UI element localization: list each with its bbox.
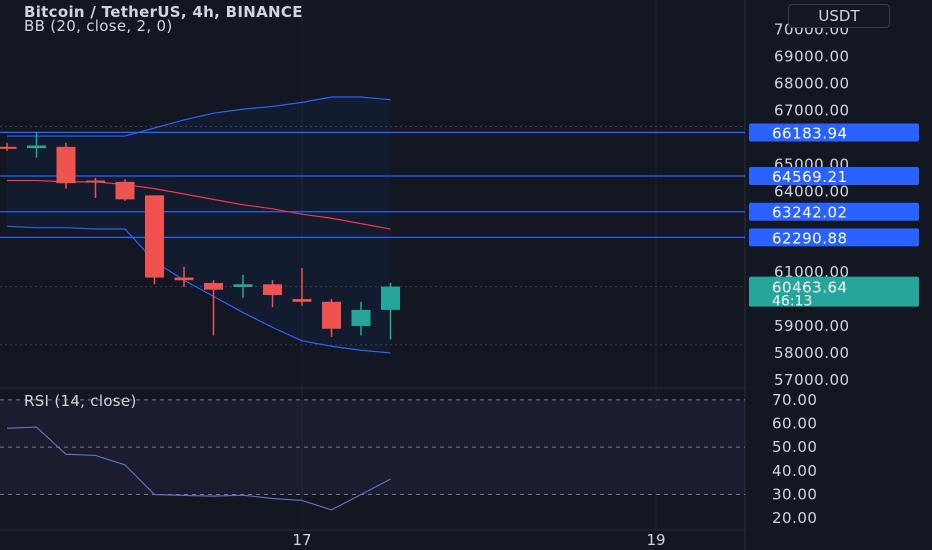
bollinger-upper-line xyxy=(7,96,391,137)
candle xyxy=(0,142,17,151)
candle xyxy=(145,195,164,285)
candle-body xyxy=(56,146,76,184)
price-tick-label: 57000.00 xyxy=(774,371,850,389)
price-level-label: 64569.21 xyxy=(772,168,848,186)
price-level-badge xyxy=(749,166,919,185)
price-level-label: 62290.88 xyxy=(772,229,848,247)
price-level-badge xyxy=(749,202,919,221)
rsi-tick-label: 50.00 xyxy=(772,438,817,456)
time-tick-label: 17 xyxy=(292,531,311,549)
candle xyxy=(115,179,135,201)
candle-body xyxy=(86,180,105,183)
candle-body xyxy=(351,309,371,327)
candle-body xyxy=(27,145,46,149)
price-tick-label: 67000.00 xyxy=(774,101,850,119)
price-level-badge xyxy=(749,123,919,142)
axis-background xyxy=(746,0,932,550)
candle xyxy=(86,177,105,199)
price-axis[interactable]: 70000.0069000.0068000.0067000.0065000.00… xyxy=(746,0,932,550)
candle-body xyxy=(233,284,253,287)
rsi-tick-label: 30.00 xyxy=(772,486,817,504)
candle xyxy=(204,280,223,336)
currency-button[interactable]: USDT xyxy=(788,4,890,28)
candle-body xyxy=(174,277,194,281)
candle-body xyxy=(322,301,341,329)
candle xyxy=(233,274,253,298)
candle xyxy=(174,266,194,287)
candle-body xyxy=(145,195,164,278)
price-level-badge xyxy=(749,228,919,247)
candle-body xyxy=(0,146,17,149)
candle-body xyxy=(381,286,400,310)
rsi-tick-label: 20.00 xyxy=(772,509,817,527)
time-tick-label: 19 xyxy=(646,531,665,549)
last-price-badge xyxy=(749,276,919,307)
time-axis[interactable]: 17 19 xyxy=(292,531,665,549)
price-level-label: 63242.02 xyxy=(772,204,848,222)
price-level-lines xyxy=(0,125,745,346)
candles xyxy=(0,132,400,340)
candle-body xyxy=(204,282,223,290)
rsi-tick-label: 60.00 xyxy=(772,415,817,433)
price-tick-label: 58000.00 xyxy=(774,344,850,362)
candle xyxy=(381,282,400,340)
price-tick-label: 69000.00 xyxy=(774,48,850,66)
rsi-tick-label: 70.00 xyxy=(772,391,817,409)
rsi-band-fill xyxy=(0,399,745,495)
rsi-line xyxy=(6,426,391,511)
candle xyxy=(27,132,46,158)
candle xyxy=(351,301,371,336)
candle-body xyxy=(292,299,312,302)
rsi-panel xyxy=(0,399,745,511)
rsi-tick-label: 40.00 xyxy=(772,462,817,480)
countdown-label: 46:13 xyxy=(772,294,812,310)
candle-body xyxy=(263,284,282,296)
bollinger-fill-area xyxy=(7,97,391,353)
candle xyxy=(263,280,282,308)
candle xyxy=(56,142,76,189)
candle xyxy=(322,299,341,337)
symbol-legend[interactable]: Bitcoin / TetherUS, 4h, BINANCE xyxy=(24,3,303,21)
bollinger-legend[interactable]: BB (20, close, 2, 0) xyxy=(24,17,173,35)
bollinger-lower-line xyxy=(6,225,391,354)
candle xyxy=(292,268,312,306)
candle-body xyxy=(115,181,135,200)
price-tick-label: 59000.00 xyxy=(774,317,850,335)
price-level-label: 66183.94 xyxy=(772,124,848,142)
price-tick-label: 64000.00 xyxy=(774,182,850,200)
bollinger-fill xyxy=(7,97,391,353)
price-tick-label: 68000.00 xyxy=(774,75,850,93)
last-price-label: 60463.64 xyxy=(772,279,848,297)
rsi-legend[interactable]: RSI (14, close) xyxy=(24,392,137,410)
